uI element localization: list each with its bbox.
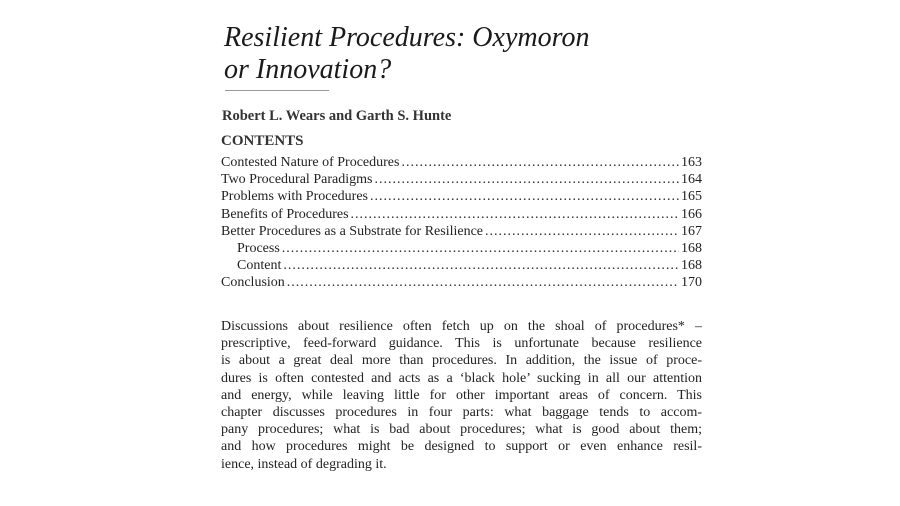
- toc-label: Process: [237, 241, 280, 257]
- toc-leader: [283, 257, 679, 274]
- toc-label: Conclusion: [221, 275, 285, 291]
- toc-leader: [374, 171, 679, 188]
- toc-entry[interactable]: Conclusion 170: [221, 274, 702, 291]
- toc-leader: [401, 154, 679, 171]
- paragraph-line: and energy, while leaving little for oth…: [221, 387, 702, 403]
- paragraph-line: is about a great deal more than procedur…: [221, 353, 702, 369]
- toc-label: Problems with Procedures: [221, 189, 368, 205]
- toc-page: 170: [681, 275, 702, 291]
- paragraph-line: ience, instead of degrading it.: [221, 456, 387, 472]
- toc-label: Content: [237, 258, 282, 274]
- toc-entry[interactable]: Contested Nature of Procedures 163: [221, 154, 702, 171]
- table-of-contents: Contested Nature of Procedures 163 Two Pr…: [221, 154, 702, 292]
- paragraph-line: dures is often contested and acts as a ‘…: [221, 370, 702, 386]
- toc-leader: [370, 188, 679, 205]
- toc-leader: [287, 274, 679, 291]
- toc-page: 168: [681, 258, 702, 274]
- authors: Robert L. Wears and Garth S. Hunte: [222, 108, 452, 124]
- toc-entry[interactable]: Two Procedural Paradigms 164: [221, 171, 702, 188]
- toc-label: Benefits of Procedures: [221, 206, 349, 222]
- toc-label: Two Procedural Paradigms: [221, 172, 373, 188]
- toc-page: 164: [681, 172, 702, 188]
- paragraph-line: and how procedures might be designed to …: [221, 439, 702, 455]
- paragraph-line: Discussions about resilience often fetch…: [221, 319, 702, 334]
- title-line-2: or Innovation?: [224, 54, 392, 85]
- toc-page: 168: [681, 241, 702, 257]
- toc-page: 166: [681, 206, 702, 222]
- toc-page: 165: [681, 189, 702, 205]
- toc-label: Contested Nature of Procedures: [221, 155, 400, 170]
- contents-heading: CONTENTS: [221, 133, 304, 149]
- toc-leader: [351, 206, 679, 223]
- toc-page: 163: [681, 155, 702, 170]
- paragraph-line: prescriptive, feed-forward guidance. Thi…: [221, 336, 702, 352]
- title-line-1: Resilient Procedures: Oxymoron: [224, 22, 590, 53]
- toc-leader: [282, 240, 679, 257]
- paragraph-line: pany procedures; what is bad about proce…: [221, 422, 702, 438]
- toc-page: 167: [681, 223, 702, 239]
- toc-label: Better Procedures as a Substrate for Res…: [221, 223, 484, 239]
- toc-entry[interactable]: Benefits of Procedures 166: [221, 206, 702, 223]
- toc-subentry[interactable]: Content 168: [221, 257, 702, 274]
- chapter-title: Resilient Procedures: Oxymoron or Innova…: [224, 22, 589, 86]
- intro-paragraph: Discussions about resilience often fetch…: [221, 318, 702, 473]
- toc-subentry[interactable]: Process 168: [221, 240, 702, 257]
- title-rule: [225, 90, 329, 91]
- toc-entry[interactable]: Better Procedures as a Substrate for Res…: [221, 223, 702, 240]
- toc-leader: [485, 223, 679, 240]
- paragraph-line: chapter discusses procedures in four par…: [221, 405, 702, 421]
- toc-entry[interactable]: Problems with Procedures 165: [221, 188, 702, 205]
